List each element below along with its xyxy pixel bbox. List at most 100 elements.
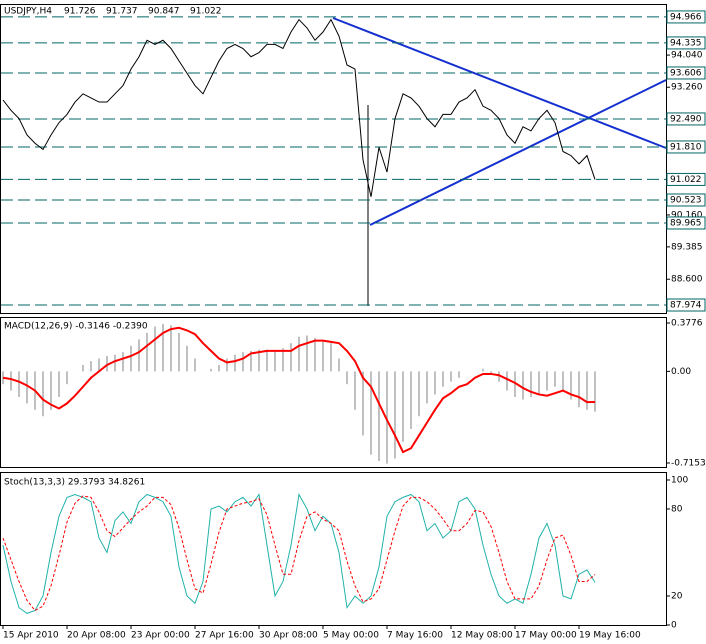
histogram-bar: [546, 371, 548, 391]
y-tick-label: 94.040: [671, 51, 703, 61]
histogram-bar: [178, 332, 180, 372]
level-label: 90.523: [670, 195, 702, 205]
level-label: 94.335: [670, 38, 702, 48]
title-group: USDJPY,H4: [4, 7, 52, 17]
histogram-bar: [570, 371, 572, 400]
histogram-bar: [106, 356, 108, 372]
histogram-bar: [410, 371, 412, 430]
histogram-bar: [314, 338, 316, 372]
x-tick-label: 17 May 00:00: [515, 631, 577, 641]
histogram-bar: [386, 371, 388, 464]
y-tick-label: 88.600: [671, 275, 703, 285]
x-tick-label: 7 May 16:00: [387, 631, 443, 641]
chart-title: USDJPY,H4: [4, 7, 52, 17]
histogram-bar: [234, 354, 236, 372]
histogram-bar: [210, 368, 212, 372]
histogram-bar: [506, 371, 508, 391]
level-label: 92.490: [670, 114, 702, 124]
histogram-bar: [226, 358, 228, 372]
level-box: [666, 216, 706, 230]
histogram-bar: [50, 371, 52, 410]
histogram-bar: [434, 371, 436, 395]
series-line: [2, 492, 596, 614]
series-line: [2, 326, 596, 454]
ohlc-value: 91.022: [190, 7, 222, 17]
histogram-bar: [482, 368, 484, 372]
histogram-bar: [562, 371, 564, 391]
histogram-bar: [290, 343, 292, 372]
series-line: [2, 18, 596, 197]
histogram-bar: [10, 371, 12, 391]
x-tick-label: 27 Apr 16:00: [195, 631, 254, 641]
x-tick-label: 12 May 08:00: [451, 631, 513, 641]
chart-title: MACD(12,26,9) -0.3146 -0.2390: [4, 322, 148, 332]
level-box: [666, 66, 706, 80]
ohlc-value: 91.737: [106, 7, 138, 17]
x-tick-label: 30 Apr 08:00: [259, 631, 318, 641]
level-label: 87.974: [670, 301, 702, 311]
trend-line: [369, 79, 667, 226]
histogram-bar: [130, 345, 132, 372]
level-label: 89.965: [670, 218, 702, 228]
histogram-bar: [426, 371, 428, 404]
histogram-bar: [194, 358, 196, 372]
histogram-bar: [26, 371, 28, 404]
y-tick-label: 90.160: [671, 210, 703, 220]
level-box: [666, 140, 706, 154]
level-box: [666, 193, 706, 207]
histogram-bar: [442, 371, 444, 387]
histogram-bar: [306, 335, 308, 372]
y-tick-label: 0.00: [671, 367, 691, 377]
histogram-bar: [354, 371, 356, 410]
y-tick-label: 0: [671, 621, 677, 631]
histogram-bar: [578, 371, 580, 408]
histogram-bar: [322, 340, 324, 372]
histogram-bar: [458, 371, 460, 378]
histogram-bar: [530, 371, 532, 397]
x-tick-label: 20 Apr 08:00: [67, 631, 126, 641]
histogram-bar: [98, 358, 100, 372]
level-label: 93.606: [670, 68, 702, 78]
histogram-bar: [330, 343, 332, 372]
histogram-bar: [594, 371, 596, 412]
histogram-bar: [114, 354, 116, 372]
histogram-bar: [146, 332, 148, 372]
y-tick-label: -0.7153: [671, 459, 706, 469]
level-label: 94.966: [670, 12, 702, 22]
histogram-bar: [258, 349, 260, 372]
ohlc-value: 90.847: [148, 7, 180, 17]
histogram-bar: [450, 371, 452, 382]
histogram-bar: [498, 371, 500, 382]
x-tick-label: 19 May 16:00: [579, 631, 641, 641]
histogram-bar: [122, 352, 124, 372]
histogram-bar: [58, 371, 60, 397]
histogram-bar: [242, 352, 244, 372]
histogram-bar: [250, 350, 252, 372]
level-label: 91.810: [670, 142, 702, 152]
histogram-bar: [514, 371, 516, 397]
histogram-bar: [394, 371, 396, 459]
level-box: [666, 36, 706, 50]
histogram-bar: [402, 371, 404, 442]
y-tick-label: 80: [671, 504, 683, 514]
level-label: 91.022: [670, 175, 702, 185]
histogram-bar: [90, 361, 92, 372]
histogram-bar: [138, 339, 140, 372]
trend-line: [332, 17, 667, 149]
y-tick-label: 100: [671, 475, 688, 485]
macd-panel: [0, 317, 667, 468]
histogram-bar: [282, 348, 284, 372]
level-box: [666, 112, 706, 126]
level-box: [666, 172, 706, 186]
histogram-bar: [154, 326, 156, 372]
y-tick-label: 20: [671, 591, 683, 601]
histogram-bar: [538, 371, 540, 395]
histogram-bar: [522, 371, 524, 400]
histogram-bar: [42, 371, 44, 417]
histogram-bar: [362, 371, 364, 436]
histogram-bar: [266, 349, 268, 372]
histogram-bar: [370, 371, 372, 455]
